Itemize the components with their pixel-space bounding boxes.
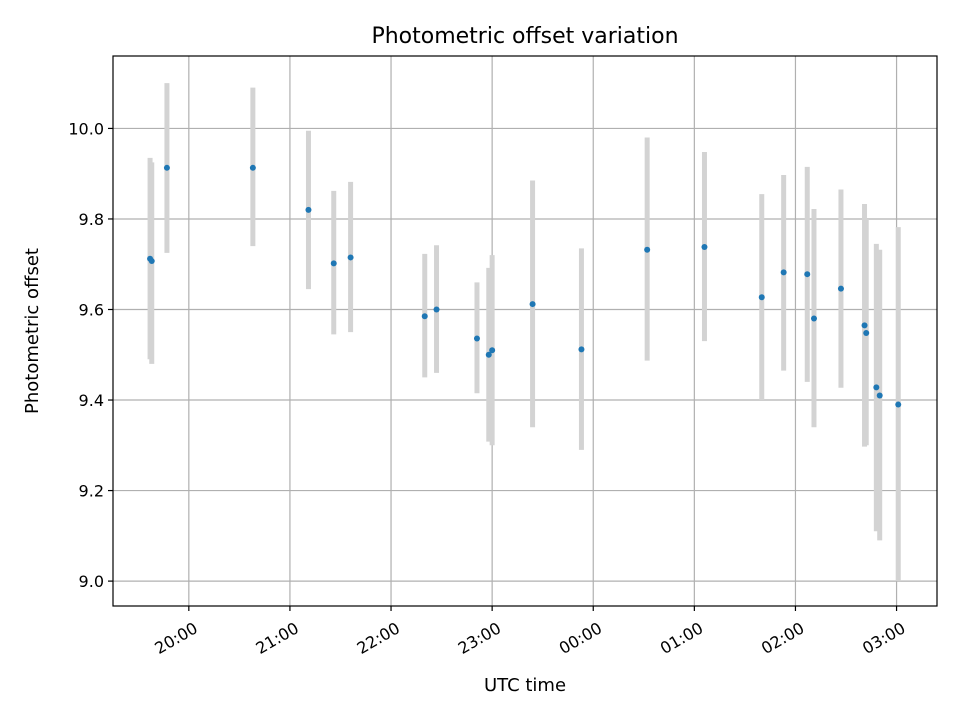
x-tick-label: 21:00 [253, 618, 302, 658]
data-point [421, 313, 428, 320]
x-tick-label: 20:00 [151, 618, 200, 658]
data-point [863, 330, 870, 337]
data-point [861, 322, 868, 329]
data-point [837, 285, 844, 292]
y-tick-label: 9.4 [79, 391, 104, 410]
y-tick-label: 9.8 [79, 210, 104, 229]
y-tick-label: 9.0 [79, 572, 104, 591]
data-point [249, 164, 256, 171]
data-point [873, 384, 880, 391]
data-point [701, 244, 708, 251]
y-axis-ticks: 9.0 9.2 9.4 9.6 9.8 10.0 [68, 119, 113, 591]
data-points [147, 164, 902, 408]
x-tick-label: 02:00 [758, 618, 807, 658]
data-point [810, 315, 817, 322]
y-axis-label: Photometric offset [22, 248, 43, 414]
x-axis-label: UTC time [484, 675, 566, 696]
data-point [347, 254, 354, 261]
data-point [758, 294, 765, 301]
data-point [804, 271, 811, 278]
x-tick-label: 00:00 [556, 618, 605, 658]
data-point [485, 351, 492, 358]
x-tick-label: 22:00 [354, 618, 403, 658]
data-point [163, 164, 170, 171]
data-point [305, 206, 312, 213]
x-tick-label: 03:00 [859, 618, 908, 658]
data-point [644, 246, 651, 253]
data-point [473, 335, 480, 342]
plot-frame [112, 55, 938, 607]
data-point [529, 301, 536, 308]
y-tick-label: 9.2 [79, 482, 104, 501]
data-point [876, 392, 883, 399]
data-point [780, 269, 787, 276]
data-point [330, 260, 337, 267]
data-point [578, 346, 585, 353]
data-point [489, 347, 496, 354]
errorbars [147, 83, 901, 582]
chart-title: Photometric offset variation [371, 24, 678, 49]
y-tick-label: 9.6 [79, 300, 104, 319]
data-point [433, 306, 440, 313]
data-point [895, 401, 902, 408]
x-tick-label: 01:00 [657, 618, 706, 658]
y-tick-label: 10.0 [68, 119, 104, 138]
x-axis-ticks: 20:00 21:00 22:00 23:00 00:00 01:00 02:00 03:00 [151, 606, 909, 658]
x-tick-label: 23:00 [455, 618, 504, 658]
data-point [148, 258, 155, 265]
grid [113, 56, 937, 606]
